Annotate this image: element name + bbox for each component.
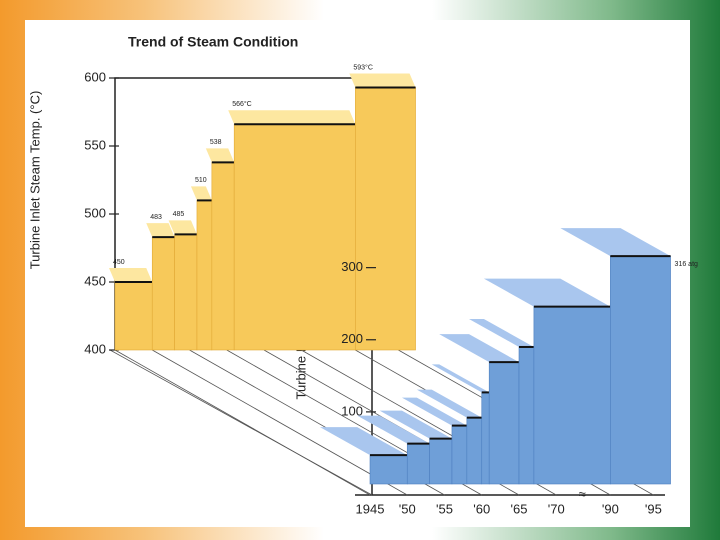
x-tick-label: '90 — [602, 501, 619, 516]
step-top — [469, 318, 534, 347]
step — [196, 200, 213, 351]
x-grid-line — [152, 349, 408, 496]
y-tick-label: 100 — [341, 403, 363, 418]
step — [481, 392, 490, 485]
step — [114, 281, 153, 351]
step — [488, 361, 520, 485]
step-top — [560, 228, 671, 257]
step-top — [401, 397, 467, 426]
step-top — [109, 268, 153, 282]
x-tick-label: '95 — [645, 501, 662, 516]
step-top — [146, 223, 175, 238]
x-tick-label: '65 — [511, 501, 528, 516]
step — [429, 438, 453, 485]
step — [233, 123, 356, 351]
value-label: 316 atg — [675, 261, 698, 268]
floor-edge — [109, 349, 373, 496]
y-tick-label: 600 — [84, 69, 106, 84]
y-tick-label: 500 — [84, 205, 106, 220]
x-tick-label: '60 — [473, 501, 490, 516]
step-top — [483, 278, 611, 307]
x-tick-label: 1945 — [356, 501, 385, 516]
step — [610, 255, 671, 485]
step — [406, 443, 430, 485]
step-top — [357, 415, 430, 444]
value-label: 483 — [150, 214, 162, 221]
y-tick-label: 550 — [84, 137, 106, 152]
y-tick-label: 450 — [84, 273, 106, 288]
step-top — [320, 427, 408, 456]
step-top — [228, 110, 356, 125]
step-top — [190, 186, 212, 201]
step — [369, 454, 408, 485]
step-top — [416, 389, 482, 418]
step — [451, 425, 468, 485]
x-tick-label: '70 — [548, 501, 565, 516]
step-top — [439, 334, 519, 363]
x-tick-label: '55 — [436, 501, 453, 516]
step-top — [349, 73, 416, 88]
y-axis-label: Turbine Inlet Steam Temp. (°C) — [27, 91, 42, 270]
x-grid-line — [114, 349, 371, 496]
step — [151, 236, 175, 351]
step — [466, 417, 483, 485]
step — [355, 87, 416, 351]
step — [533, 306, 611, 485]
step-top — [168, 220, 197, 235]
step-top — [431, 364, 490, 393]
value-label: 566°C — [232, 100, 252, 108]
step-top — [379, 410, 452, 439]
step — [174, 234, 198, 351]
step — [518, 346, 535, 485]
value-label: 593°C — [353, 63, 373, 71]
step — [211, 162, 235, 351]
chart-title: Trend of Steam Condition — [128, 34, 298, 50]
axis-break: ≈ — [579, 486, 586, 501]
x-tick-label: '50 — [399, 501, 416, 516]
y-tick-label: 400 — [84, 341, 106, 356]
value-label: 510 — [195, 177, 207, 184]
value-label: 538 — [210, 139, 222, 146]
y-tick-label: 300 — [341, 259, 363, 274]
step-top — [205, 148, 235, 163]
value-label: 450 — [113, 259, 125, 266]
value-label: 485 — [173, 211, 185, 218]
y-tick-label: 200 — [341, 331, 363, 346]
